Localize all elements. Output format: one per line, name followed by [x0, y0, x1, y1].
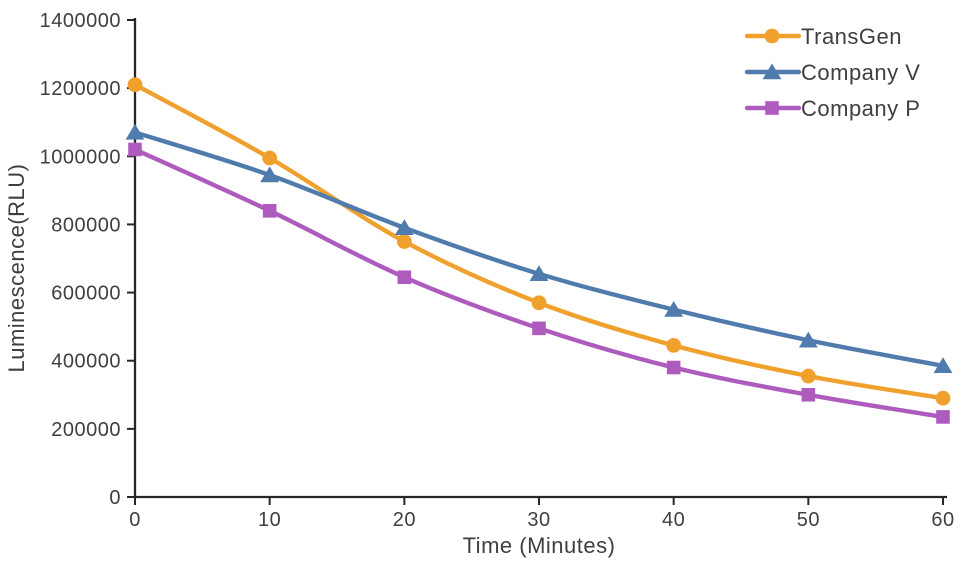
series-marker-company-p [936, 410, 950, 424]
series-marker-transgen [396, 234, 412, 249]
x-tick-label: 50 [797, 509, 820, 531]
x-axis-title: Time (Minutes) [463, 533, 616, 558]
series-marker-company-p [397, 270, 412, 285]
series-marker-company-p [262, 204, 277, 218]
series-marker-transgen [935, 390, 951, 406]
series-marker-company-v [664, 301, 684, 317]
y-tick-label: 200000 [51, 419, 121, 441]
series-line-transgen [132, 82, 946, 401]
series-marker-company-p [532, 321, 546, 336]
y-tick-label: 800000 [51, 214, 121, 236]
legend-label-company-v: Company V [801, 60, 920, 85]
series-marker-transgen [127, 77, 143, 93]
series-marker-company-v [529, 265, 549, 282]
legend-marker-transgen-icon [764, 28, 780, 44]
x-tick-label: 30 [527, 509, 550, 531]
series-marker-company-v [394, 219, 414, 236]
y-tick-label: 600000 [51, 283, 121, 305]
x-tick-label: 40 [662, 509, 685, 531]
legend-marker-company-p-icon [765, 101, 779, 115]
legend-label-transgen: TransGen [801, 24, 902, 49]
x-tick-label: 60 [931, 509, 954, 531]
chart-legend [744, 28, 802, 115]
y-tick-label: 1400000 [40, 10, 121, 32]
series-marker-transgen [262, 150, 278, 166]
x-tick-label: 10 [258, 509, 281, 531]
series-marker-company-v [933, 357, 953, 374]
series-marker-transgen [666, 337, 682, 353]
series-marker-company-v [798, 331, 818, 348]
series-marker-transgen [800, 368, 816, 384]
x-tick-label: 0 [129, 509, 141, 531]
series-marker-company-p [801, 387, 816, 402]
series-layer [125, 77, 953, 424]
axes-layer: 0 200000 400000 600000 800000 1000000 1200000 1… [40, 10, 955, 531]
series-marker-transgen [531, 295, 547, 311]
series-marker-company-v [260, 166, 280, 183]
y-tick-label: 0 [109, 487, 121, 509]
legend-marker-company-v-icon [762, 63, 782, 80]
legend-label-company-p: Company P [801, 96, 920, 121]
y-tick-label: 400000 [51, 351, 121, 373]
series-marker-company-p [666, 360, 681, 375]
x-tick-label: 20 [393, 509, 416, 531]
y-tick-label: 1000000 [40, 146, 121, 168]
y-axis-title: Luminescence(RLU) [4, 163, 29, 372]
series-marker-company-p [128, 142, 142, 157]
series-marker-company-v [125, 123, 145, 140]
y-tick-label: 1200000 [40, 78, 121, 100]
